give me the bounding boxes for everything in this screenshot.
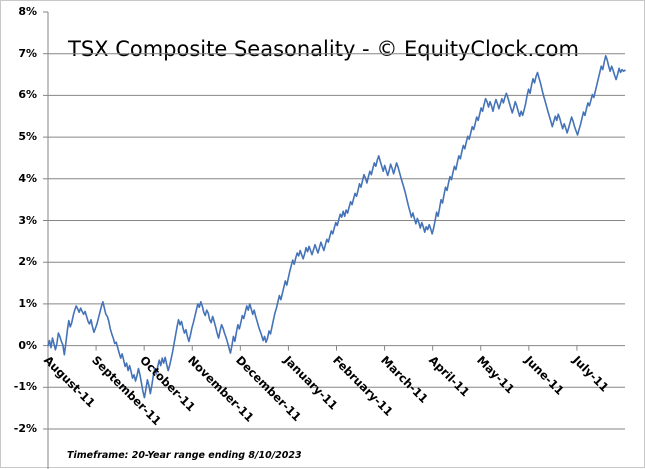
y-axis-tick-label: 4% [18,171,37,185]
chart-title: TSX Composite Seasonality - © EquityCloc… [68,37,579,61]
chart-footnote: Timeframe: 20-Year range ending 8/10/202… [67,450,302,461]
x-axis-ticks [95,345,578,351]
y-axis-tick-label: 8% [18,5,37,18]
y-axis-tick-label: 0% [18,338,37,352]
y-axis-tick-label: 2% [18,255,37,269]
data-line-series-0 [47,54,626,399]
y-axis-tick-label: 1% [18,296,37,310]
y-axis-tick-label: 7% [18,46,37,60]
y-axis-tick-label: -2% [13,422,37,435]
y-axis-tick-label: 3% [18,213,37,227]
y-axis-tick-label: 5% [18,130,37,144]
y-axis-tick-label: 6% [18,88,37,102]
y-axis-tick-label: -1% [13,380,37,394]
